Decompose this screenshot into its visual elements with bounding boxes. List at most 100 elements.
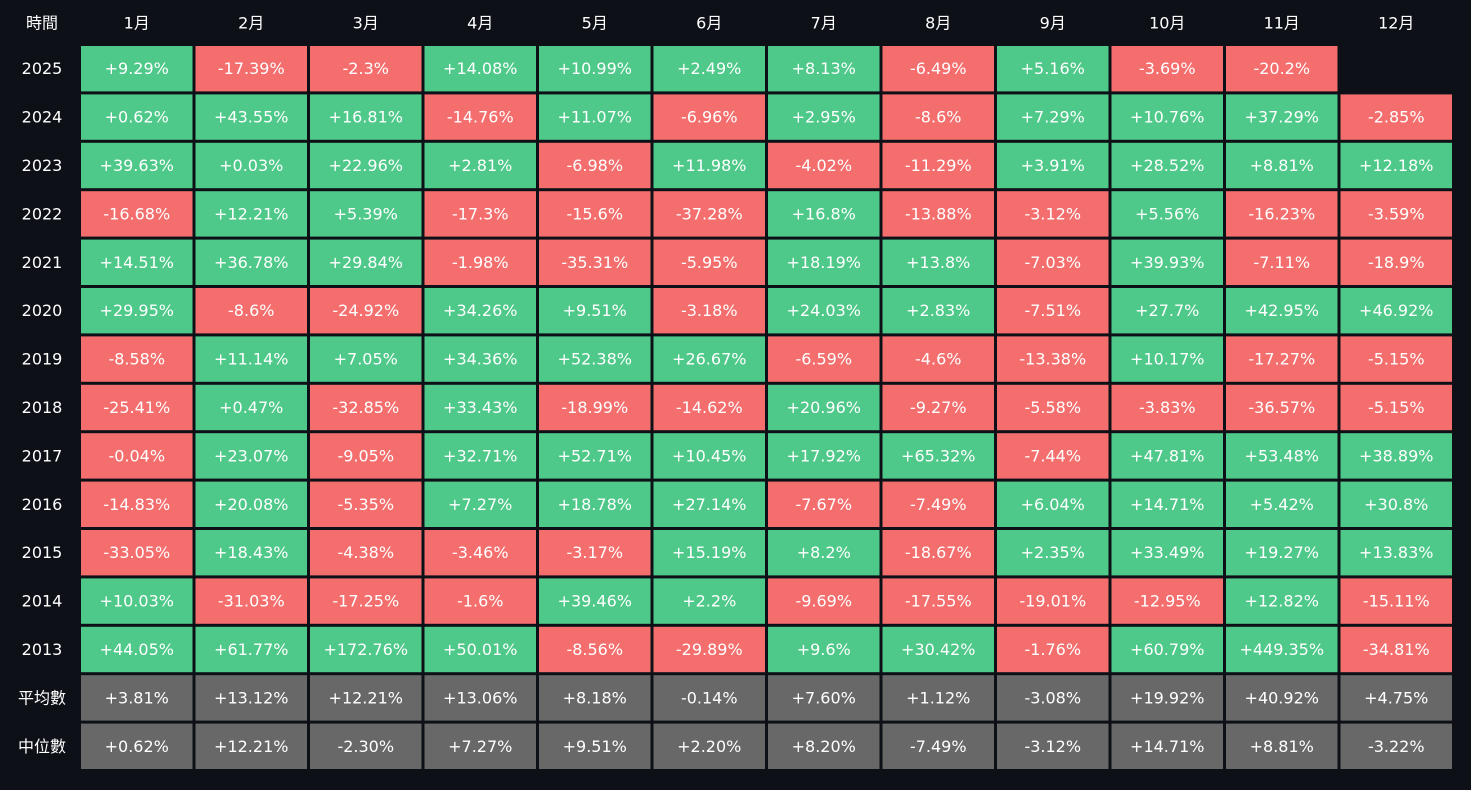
heatmap-cell	[882, 481, 994, 527]
heatmap-cell	[310, 191, 422, 237]
cell-value: -5.58%	[1024, 398, 1081, 417]
cell-value: +15.19%	[672, 543, 746, 562]
cell-value: +4.75%	[1364, 688, 1428, 707]
cell-value: -7.51%	[1024, 301, 1081, 320]
heatmap-cell	[195, 191, 307, 237]
cell-value: +9.6%	[797, 640, 851, 659]
heatmap-cell	[195, 142, 307, 189]
summary-cell	[81, 675, 193, 721]
cell-value: -14.62%	[676, 398, 743, 417]
cell-value: -0.14%	[681, 688, 738, 707]
heatmap-cell	[882, 142, 994, 189]
year-label: 2014	[22, 592, 63, 611]
heatmap-cell	[539, 626, 651, 673]
heatmap-cell	[882, 336, 994, 382]
cell-value: -1.6%	[457, 592, 503, 611]
cell-value: +30.42%	[901, 640, 975, 659]
cell-value: +18.43%	[214, 543, 288, 562]
cell-value: -7.67%	[795, 495, 852, 514]
cell-value: +30.8%	[1364, 495, 1428, 514]
heatmap-cell	[1111, 481, 1223, 527]
heatmap-cell	[195, 530, 307, 576]
year-label: 2022	[22, 204, 63, 223]
cell-value: -5.15%	[1368, 350, 1425, 369]
summary-cell	[424, 723, 536, 769]
summary-cell	[195, 675, 307, 721]
cell-value: +7.27%	[448, 737, 512, 756]
cell-value: +10.03%	[100, 592, 174, 611]
heatmap-cell	[1340, 626, 1452, 673]
cell-value: +13.83%	[1359, 543, 1433, 562]
heatmap-cell	[539, 336, 651, 382]
heatmap-cell	[195, 481, 307, 527]
heatmap-cell	[1226, 384, 1338, 431]
heatmap-cell	[1340, 239, 1452, 285]
heatmap-cell	[424, 142, 536, 189]
cell-value: +43.55%	[214, 108, 288, 127]
heatmap-cell	[310, 481, 422, 527]
heatmap-cell	[882, 239, 994, 285]
cell-value: +40.92%	[1245, 688, 1319, 707]
summary-cell	[997, 675, 1109, 721]
cell-value: +14.51%	[100, 253, 174, 272]
cell-value: +19.27%	[1245, 543, 1319, 562]
heatmap-cell	[653, 288, 765, 334]
summary-cell	[653, 675, 765, 721]
cell-value: +37.29%	[1245, 108, 1319, 127]
cell-value: -4.02%	[795, 156, 852, 175]
heatmap-cell	[1226, 46, 1338, 92]
cell-value: +8.13%	[792, 59, 856, 78]
heatmap-cell	[424, 384, 536, 431]
cell-value: +2.49%	[677, 59, 741, 78]
heatmap-cell	[1111, 530, 1223, 576]
heatmap-cell	[310, 239, 422, 285]
heatmap-cell	[539, 46, 651, 92]
cell-value: +32.71%	[443, 446, 517, 465]
heatmap-cell	[997, 626, 1109, 673]
heatmap-cell	[1340, 384, 1452, 431]
cell-value: -5.15%	[1368, 398, 1425, 417]
cell-value: +26.67%	[672, 350, 746, 369]
cell-value: +11.98%	[672, 156, 746, 175]
year-label: 2019	[22, 350, 63, 369]
cell-value: -16.23%	[1248, 204, 1315, 223]
heatmap-cell	[768, 46, 880, 92]
year-label: 2024	[22, 108, 63, 127]
heatmap-cell	[81, 433, 193, 479]
summary-cell	[1340, 675, 1452, 721]
column-header: 3月	[353, 14, 379, 33]
heatmap-cell	[539, 433, 651, 479]
cell-value: -7.44%	[1024, 446, 1081, 465]
heatmap-cell	[997, 191, 1109, 237]
summary-cell	[882, 723, 994, 769]
cell-value: +52.38%	[558, 350, 632, 369]
summary-cell	[539, 675, 651, 721]
heatmap-cell	[310, 626, 422, 673]
heatmap-cell	[424, 481, 536, 527]
cell-value: +27.14%	[672, 495, 746, 514]
cell-value: +1.12%	[906, 688, 970, 707]
column-header: 2月	[238, 14, 264, 33]
cell-value: -3.18%	[681, 301, 738, 320]
heatmap-cell	[768, 530, 880, 576]
summary-row-label: 平均數	[18, 688, 66, 707]
heatmap-cell	[539, 94, 651, 140]
heatmap-cell	[424, 94, 536, 140]
cell-value: +14.08%	[443, 59, 517, 78]
cell-value: +172.76%	[323, 640, 408, 659]
cell-value: -8.6%	[228, 301, 274, 320]
cell-value: -3.59%	[1368, 204, 1425, 223]
cell-value: +449.35%	[1239, 640, 1324, 659]
column-header: 6月	[696, 14, 722, 33]
cell-value: -2.30%	[337, 737, 394, 756]
cell-value: +10.76%	[1130, 108, 1204, 127]
cell-value: +12.21%	[329, 688, 403, 707]
heatmap-cell	[1111, 46, 1223, 92]
heatmap-cell	[1340, 530, 1452, 576]
column-header: 4月	[467, 14, 493, 33]
cell-value: +8.20%	[792, 737, 856, 756]
cell-value: +11.14%	[214, 350, 288, 369]
heatmap-cell	[310, 142, 422, 189]
cell-value: +18.19%	[787, 253, 861, 272]
summary-cell	[1340, 723, 1452, 769]
